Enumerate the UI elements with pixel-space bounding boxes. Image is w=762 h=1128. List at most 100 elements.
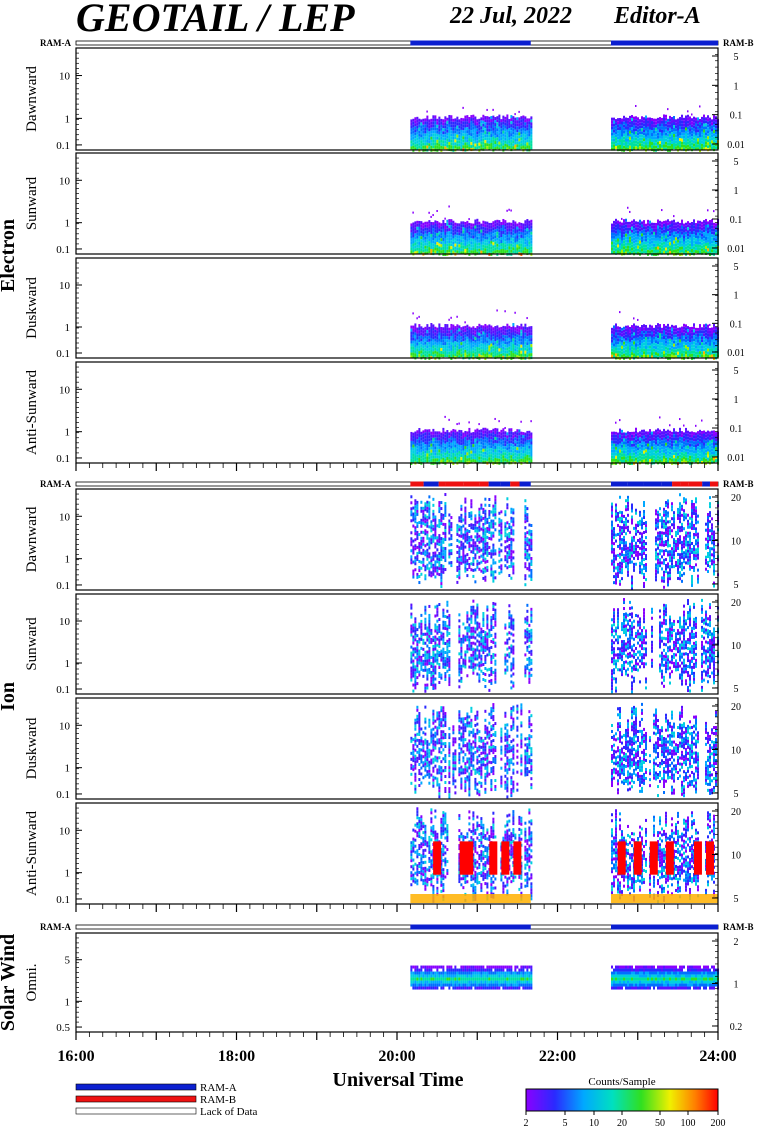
spectrogram-pixel: [500, 143, 503, 147]
spectrogram-pixel: [524, 125, 527, 129]
spectrogram-pixel: [492, 348, 495, 352]
spectrogram-pixel: [691, 335, 693, 339]
spectrogram-pixel: [709, 249, 711, 253]
spectrogram-pixel: [506, 138, 509, 142]
spectrogram-pixel: [496, 331, 499, 335]
spectrogram-pixel: [627, 141, 629, 145]
spectrogram-pixel: [436, 124, 439, 128]
spectrogram-pixel: [418, 136, 421, 140]
spectrogram-pixel: [711, 222, 713, 226]
spectrogram-pixel: [426, 330, 429, 334]
spectrogram-pixel: [653, 345, 655, 349]
spectrogram-pixel: [418, 235, 421, 239]
spectrogram-pixel: [677, 336, 679, 340]
spectrogram-pixel: [663, 250, 665, 254]
spectrogram-pixel: [707, 242, 709, 246]
spectrogram-pixel: [414, 129, 417, 133]
spectrogram-pixel: [466, 250, 469, 254]
spectrogram-pixel: [454, 124, 457, 128]
spectrogram-pixel: [669, 341, 671, 345]
spectrogram-pixel: [653, 121, 655, 125]
spectrogram-pixel: [615, 119, 617, 123]
spectrogram-pixel: [478, 142, 481, 146]
spectrogram-pixel: [693, 353, 695, 357]
spectrogram-pixel: [410, 238, 413, 242]
spectrogram-pixel: [488, 442, 491, 446]
spectrogram-pixel: [426, 351, 429, 355]
spectrogram-pixel: [641, 429, 643, 433]
spectrogram-pixel: [502, 349, 505, 353]
spectrogram-pixel: [512, 459, 515, 463]
spectrogram-pixel: [657, 222, 659, 226]
spectrogram-pixel: [490, 237, 493, 241]
spectrogram-pixel: [697, 135, 699, 139]
spectrogram-pixel: [454, 435, 457, 439]
spectrogram-pixel: [454, 121, 457, 125]
spectrogram-pixel: [707, 230, 709, 234]
spectrogram-pixel: [627, 135, 629, 139]
spectrogram-pixel: [667, 225, 669, 229]
spectrogram-pixel: [528, 457, 531, 461]
spectrogram-pixel: [623, 136, 625, 140]
spectrogram-pixel: [450, 350, 453, 354]
spectrogram-pixel: [490, 231, 493, 235]
spectrogram-pixel: [492, 245, 495, 249]
spectrogram-pixel: [651, 452, 653, 456]
spectrogram-pixel: [468, 117, 471, 121]
spectrogram-pixel: [510, 347, 513, 351]
spectrogram-pixel: [416, 238, 419, 242]
spectrogram-pixel: [486, 131, 489, 135]
spectrogram-pixel: [643, 333, 645, 337]
spectrogram-pixel: [528, 142, 531, 146]
spectrogram-pixel: [645, 455, 647, 459]
spectrogram-pixel: [446, 132, 449, 136]
spectrogram-pixel: [450, 139, 453, 143]
spectrogram-pixel: [516, 337, 519, 341]
spectrogram-pixel: [518, 326, 521, 330]
spectrogram-pixel: [494, 238, 497, 242]
spectrogram-pixel: [436, 220, 439, 224]
spectrogram-pixel: [633, 440, 635, 444]
spectrogram-pixel: [691, 344, 693, 348]
spectrogram-pixel: [442, 451, 445, 455]
spectrogram-pixel: [444, 222, 447, 226]
spectrogram-pixel: [410, 331, 413, 335]
spectrogram-pixel: [524, 229, 527, 233]
spectrogram-pixel: [460, 245, 463, 249]
spectrogram-pixel: [430, 136, 433, 140]
spectrogram-pixel: [450, 121, 453, 125]
spectrogram-pixel: [472, 450, 475, 454]
spectrogram-pixel: [524, 341, 527, 345]
spectrogram-pixel: [635, 131, 637, 135]
spectrogram-pixel: [510, 437, 513, 441]
spectrogram-pixel: [458, 450, 461, 454]
spectrogram-pixel: [699, 136, 701, 140]
spectrogram-pixel: [673, 243, 675, 247]
spectrogram-pixel: [504, 329, 507, 333]
spectrogram-pixel: [522, 341, 525, 345]
spectrogram-pixel: [508, 349, 511, 353]
spectrogram-pixel: [667, 338, 669, 342]
spectrogram-pixel: [520, 122, 523, 126]
spectrogram-pixel: [647, 222, 649, 226]
spectrogram-pixel: [633, 335, 635, 339]
spectrogram-pixel: [659, 232, 661, 236]
spectrogram-pixel: [512, 241, 515, 245]
spectrogram-pixel: [617, 450, 619, 454]
spectrogram-pixel: [633, 246, 635, 250]
spectrogram-pixel: [498, 123, 501, 127]
spectrogram-pixel: [506, 347, 509, 351]
spectrogram-pixel: [611, 147, 613, 151]
spectrogram-pixel: [633, 434, 635, 438]
spectrogram-pixel: [440, 330, 443, 334]
spectrogram-pixel: [633, 338, 635, 342]
spectrogram-pixel: [410, 440, 413, 444]
spectrogram-pixel: [685, 336, 687, 340]
spectrogram-pixel: [426, 447, 429, 451]
spectrogram-pixel: [502, 124, 505, 128]
spectrogram-pixel: [685, 234, 687, 238]
spectrogram-pixel: [643, 244, 645, 248]
spectrogram-pixel: [478, 453, 481, 457]
spectrogram-pixel: [444, 125, 447, 129]
spectrogram-pixel: [524, 119, 527, 123]
